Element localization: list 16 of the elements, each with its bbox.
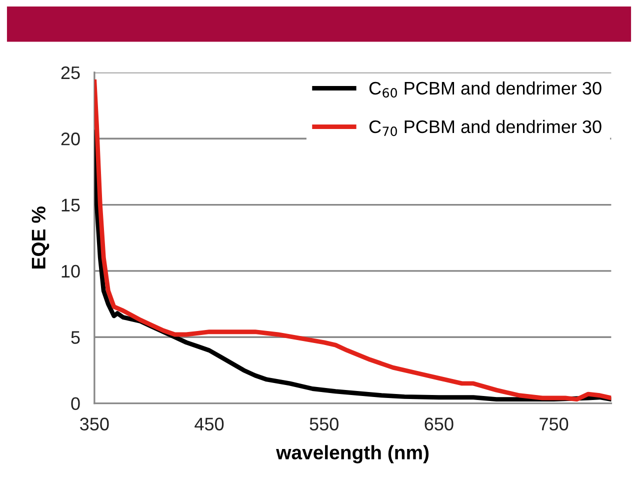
y-tick-label: 25: [61, 66, 80, 80]
y-tick-label: 5: [71, 331, 80, 344]
x-tick-label: 450: [194, 418, 224, 430]
y-axis-title: EQE %: [32, 206, 50, 268]
x-axis-title: wavelength (nm): [276, 445, 429, 464]
legend-label: C$_{60}$ PCBM and dendrimer 30: [369, 81, 602, 98]
x-tick-label: 350: [80, 418, 109, 430]
y-tick-label: 15: [62, 198, 80, 212]
line-series: [94, 79, 612, 402]
y-tick-label: 20: [61, 132, 80, 146]
x-tick-label: 650: [424, 418, 454, 430]
x-tick-label: 550: [310, 418, 338, 430]
y-tick-label: 10: [62, 264, 80, 278]
y-tick-label: 0: [71, 397, 80, 410]
legend-label: C$_{70}$ PCBM and dendrimer 30: [369, 120, 602, 136]
x-tick-label: 750: [540, 418, 568, 430]
